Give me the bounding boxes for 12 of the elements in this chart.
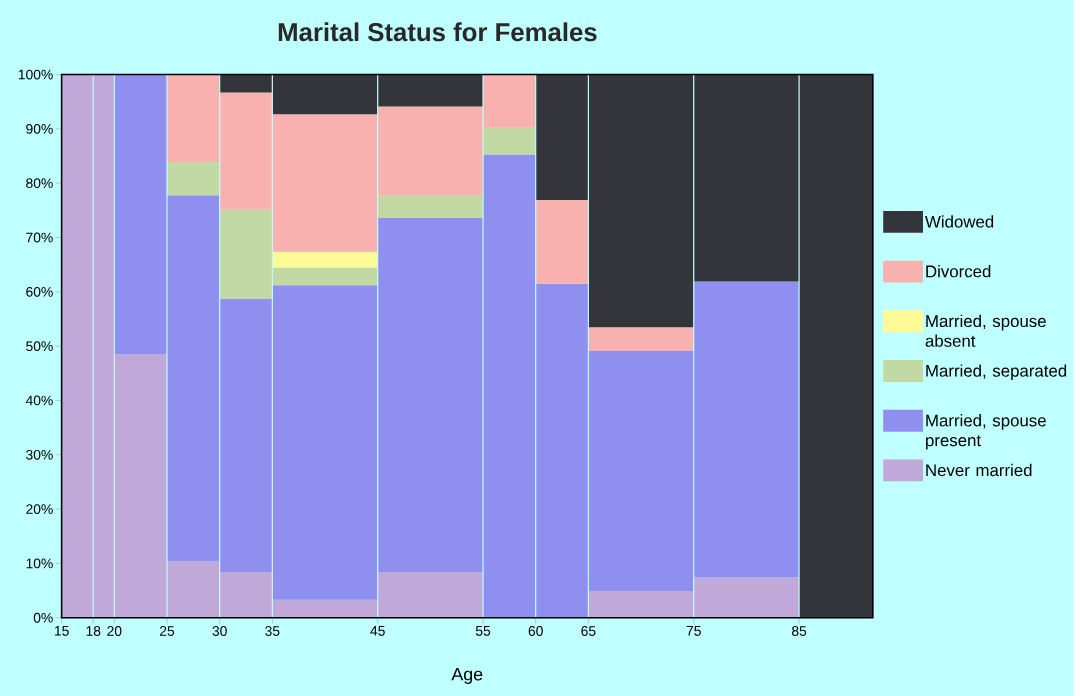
legend-label: Never married	[926, 463, 1032, 477]
legend-label: Married, spouse present	[926, 414, 1046, 450]
legend-label: Divorced	[926, 265, 991, 278]
bar	[535, 200, 589, 284]
chart-title: Marital Status for Females	[278, 22, 597, 42]
legend-label: Married, separated	[926, 364, 1067, 381]
legend-label: Married, spouse absent	[925, 314, 1046, 347]
bar	[166, 162, 220, 196]
legend-label: Widowed	[925, 215, 994, 228]
x-axis-title: Age	[451, 668, 483, 685]
bar	[272, 251, 378, 268]
bar	[483, 127, 536, 155]
